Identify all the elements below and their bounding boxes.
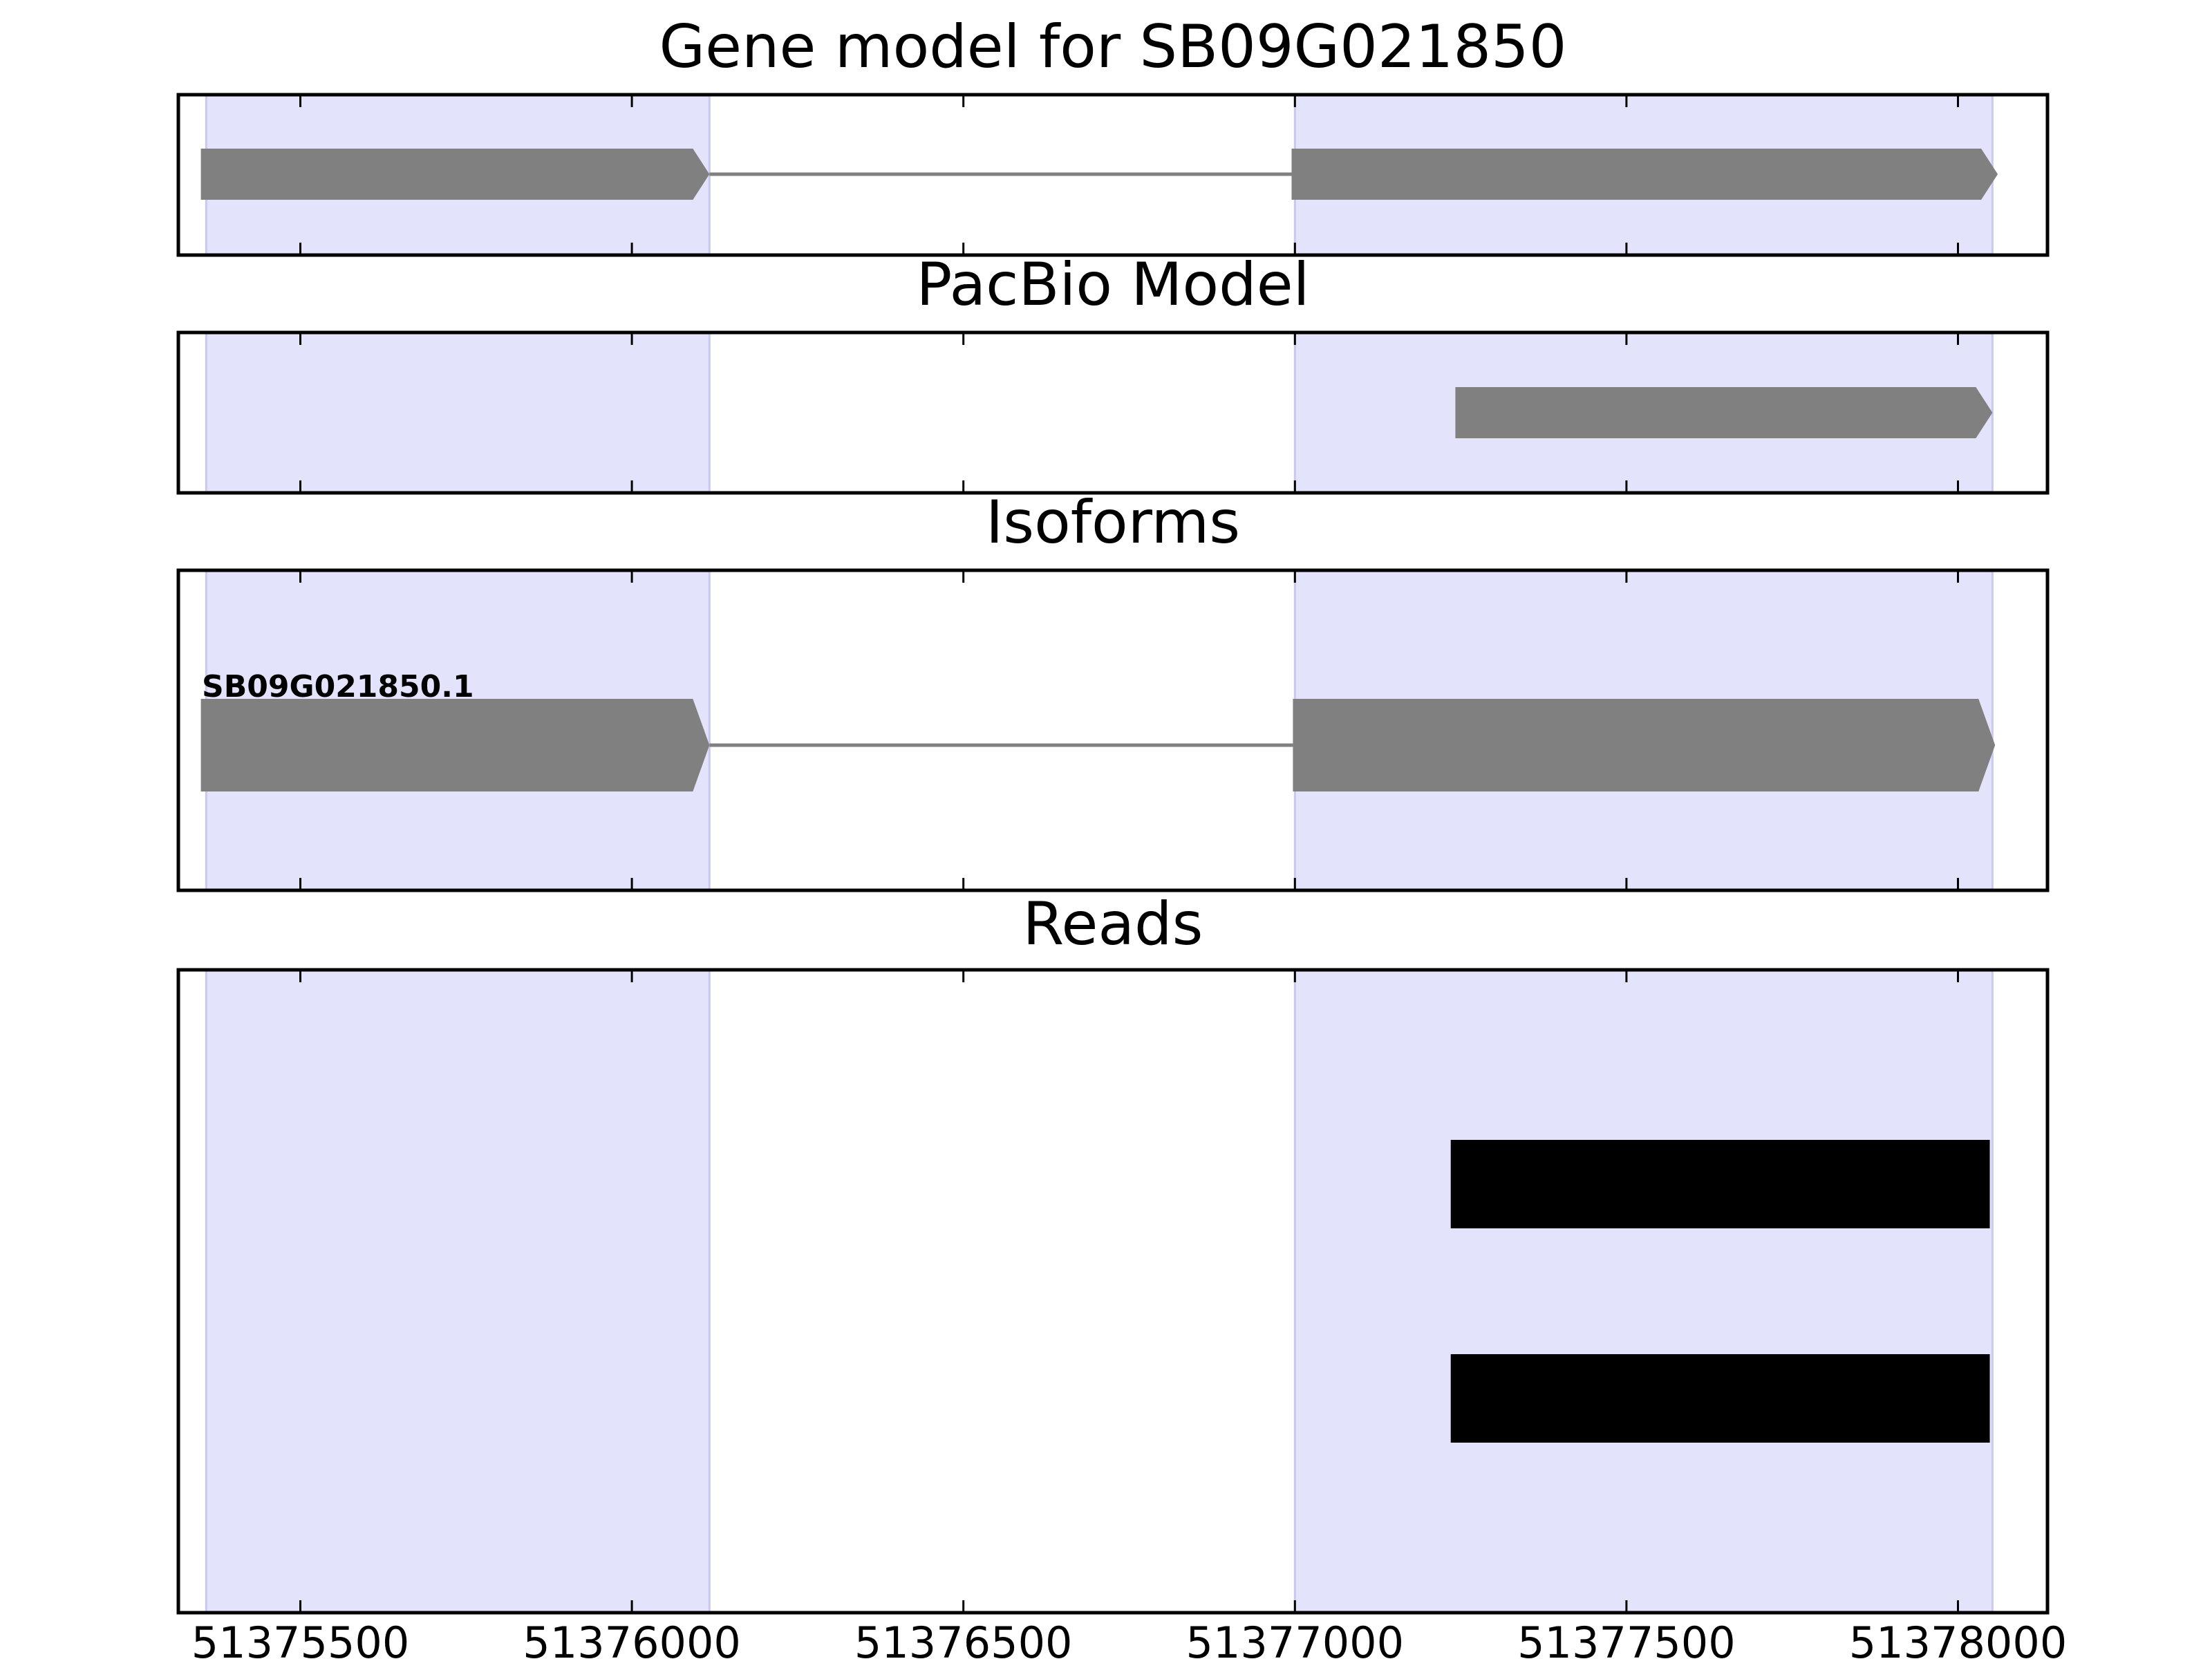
panel-title-gene-model: Gene model for SB09G021850 [659, 12, 1567, 82]
tick-marks [299, 95, 1960, 255]
tick-marks [299, 332, 1960, 493]
exon-arrow [1293, 699, 1996, 791]
panel-frame [176, 568, 2050, 892]
exon-arrow [200, 699, 710, 791]
read-features [1450, 1140, 1990, 1443]
x-tick-label: 51377000 [1186, 1618, 1405, 1659]
panel-frame [176, 93, 2050, 257]
exon-region-band [1295, 970, 1993, 1613]
gene-model-features [200, 149, 1998, 200]
panel-title-reads: Reads [1023, 890, 1203, 959]
exon-arrow [1291, 149, 1998, 200]
tick-marks [299, 570, 1960, 890]
panel-frame [176, 330, 2050, 495]
panel-isoforms: Isoforms SB09G021850.1 [176, 488, 2050, 892]
read-bar [1450, 1354, 1990, 1443]
x-tick-label: 51378000 [1849, 1618, 2068, 1659]
panel-pacbio-model: PacBio Model [176, 250, 2050, 495]
panel-reads: Reads [176, 890, 2050, 1615]
tick-marks [299, 970, 1960, 1613]
exon-arrow [200, 149, 710, 200]
panel-title-isoforms: Isoforms [986, 488, 1240, 557]
exon-regions [205, 332, 1994, 493]
exon-region-band [206, 332, 710, 493]
exon-region-band [206, 970, 710, 1613]
isoform-label: SB09G021850.1 [202, 669, 474, 704]
read-bar [1450, 1140, 1990, 1228]
exon-regions [205, 970, 1994, 1613]
panel-title-pacbio-model: PacBio Model [916, 250, 1309, 319]
x-tick-label: 51377500 [1517, 1618, 1736, 1659]
exon-arrow [1455, 387, 1993, 438]
panel-frame [176, 968, 2050, 1615]
x-tick-label: 51376500 [854, 1618, 1073, 1659]
x-tick-label: 51376000 [523, 1618, 741, 1659]
x-tick-label: 51375500 [191, 1618, 410, 1659]
pacbio-model-features [1455, 387, 1993, 438]
isoform-features [200, 699, 1996, 791]
x-tick-labels: 51375500 51376000 51376500 51377000 51377500… [191, 1618, 2068, 1659]
panel-gene-model: Gene model for SB09G021850 [176, 12, 2050, 257]
